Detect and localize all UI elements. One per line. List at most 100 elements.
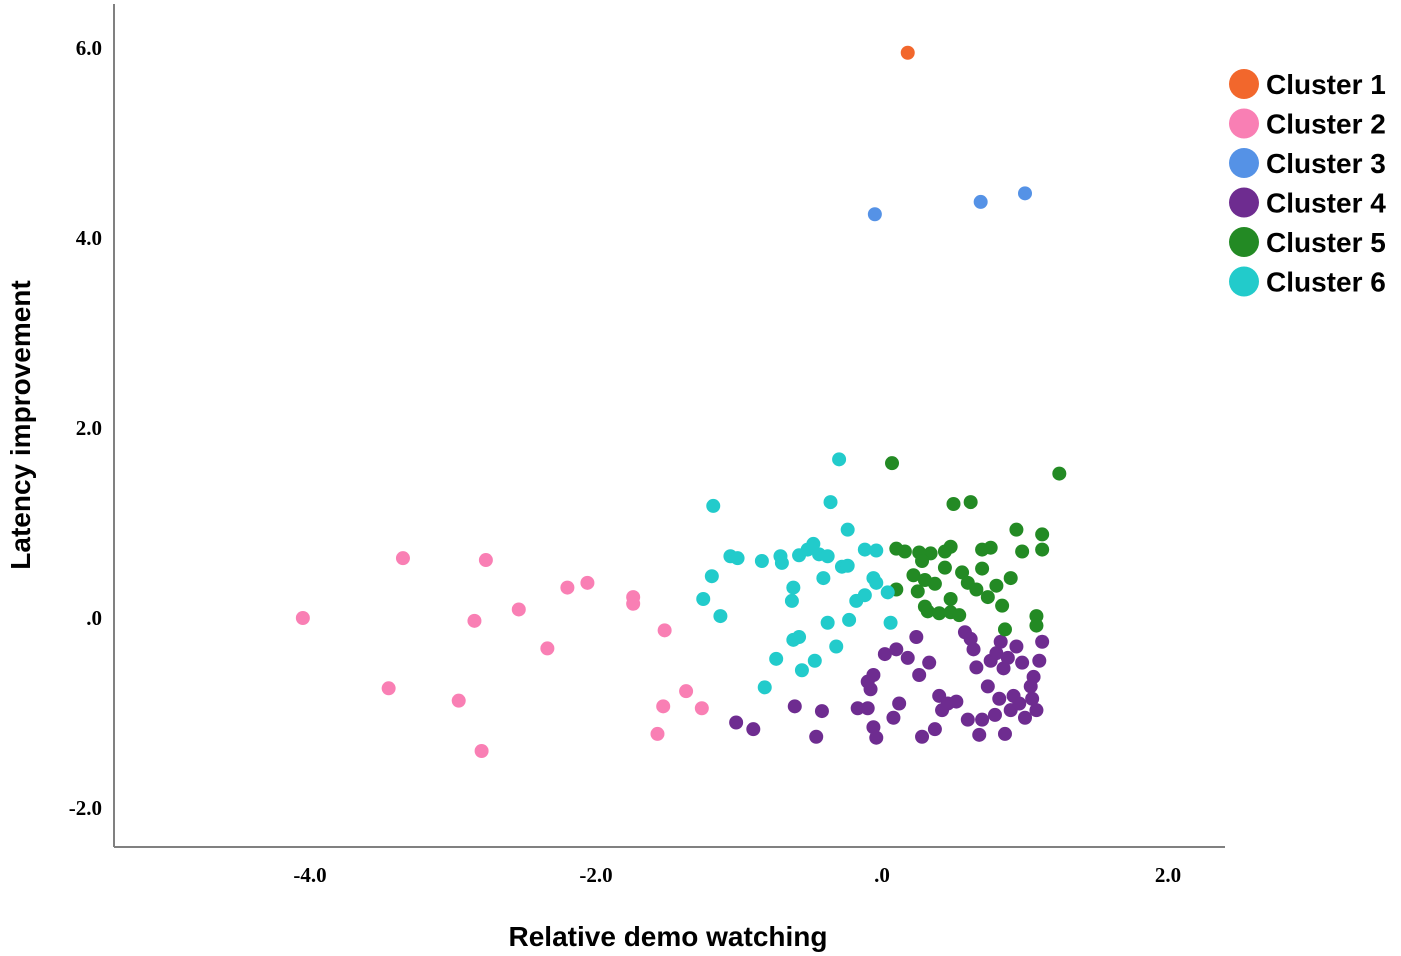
- data-point-cluster-5: [906, 568, 921, 583]
- data-point-cluster-4: [960, 712, 975, 727]
- x-tick-label: 2.0: [1155, 863, 1181, 887]
- data-point-cluster-2: [451, 693, 466, 708]
- data-point-cluster-4: [987, 707, 1002, 722]
- data-point-cluster-5: [969, 582, 984, 597]
- data-point-cluster-5: [937, 544, 952, 559]
- data-point-cluster-6: [704, 569, 719, 584]
- data-point-cluster-4: [1012, 696, 1027, 711]
- y-tick-label: 6.0: [76, 36, 102, 60]
- legend-item-cluster-3: Cluster 3: [1229, 148, 1386, 179]
- data-point-cluster-4: [1015, 655, 1030, 670]
- data-point-cluster-6: [829, 639, 844, 654]
- data-point-cluster-6: [832, 452, 847, 467]
- data-point-cluster-5: [885, 456, 900, 471]
- data-point-cluster-6: [757, 680, 772, 695]
- data-point-cluster-5: [952, 608, 967, 623]
- data-point-cluster-2: [656, 699, 671, 714]
- data-point-cluster-4: [809, 729, 824, 744]
- data-point-cluster-5: [937, 560, 952, 575]
- data-point-cluster-3: [867, 207, 882, 222]
- data-point-cluster-6: [806, 536, 821, 551]
- legend-item-cluster-2: Cluster 2: [1229, 108, 1386, 140]
- data-point-cluster-5: [1035, 527, 1050, 542]
- data-point-cluster-3: [973, 194, 988, 209]
- data-point-cluster-5: [963, 495, 978, 510]
- data-point-cluster-4: [1025, 691, 1040, 706]
- y-tick-label: 4.0: [76, 226, 102, 250]
- data-point-cluster-4: [992, 691, 1007, 706]
- legend-label: Cluster 2: [1266, 109, 1386, 140]
- data-point-cluster-4: [989, 646, 1004, 661]
- data-point-cluster-5: [932, 606, 947, 621]
- data-point-cluster-5: [989, 578, 1004, 593]
- y-tick-label: .0: [86, 606, 102, 630]
- legend-marker: [1229, 187, 1259, 218]
- legend-marker: [1229, 148, 1259, 178]
- data-point-cluster-4: [869, 730, 884, 745]
- data-point-cluster-2: [295, 611, 310, 625]
- data-point-cluster-5: [943, 592, 958, 606]
- data-point-cluster-6: [794, 663, 809, 678]
- data-point-cluster-6: [857, 588, 872, 603]
- data-point-cluster-6: [820, 615, 835, 630]
- legend-item-cluster-4: Cluster 4: [1229, 187, 1386, 219]
- data-point-cluster-2: [395, 551, 410, 566]
- data-point-cluster-2: [478, 553, 493, 568]
- data-point-cluster-2: [474, 744, 489, 758]
- legend-item-cluster-5: Cluster 5: [1229, 227, 1386, 258]
- data-point-cluster-4: [972, 727, 987, 742]
- legend-item-cluster-6: Cluster 6: [1229, 266, 1386, 298]
- data-point-cluster-5: [1015, 544, 1030, 559]
- x-axis-title: Relative demo watching: [509, 921, 828, 952]
- data-point-cluster-6: [696, 592, 711, 606]
- data-point-cluster-4: [1029, 703, 1044, 718]
- data-point-cluster-6: [769, 651, 784, 666]
- data-point-cluster-2: [679, 684, 694, 699]
- data-point-cluster-6: [784, 593, 799, 608]
- legend-marker: [1229, 69, 1259, 99]
- legend-marker: [1229, 227, 1259, 257]
- data-point-cluster-4: [889, 642, 904, 657]
- data-point-cluster-4: [1026, 669, 1041, 684]
- data-point-cluster-3: [1018, 186, 1032, 201]
- data-point-cluster-5: [1009, 522, 1024, 537]
- legend: Cluster 1 Cluster 2 Cluster 3 Cluster 4 Clus…: [1229, 69, 1386, 298]
- legend-label: Cluster 1: [1266, 69, 1386, 100]
- data-point-cluster-4: [892, 696, 907, 711]
- legend-marker: [1229, 266, 1259, 297]
- data-point-cluster-4: [866, 668, 881, 682]
- legend-marker: [1229, 108, 1259, 139]
- y-tick-label: 2.0: [76, 416, 102, 440]
- data-point-cluster-2: [580, 575, 595, 590]
- data-point-cluster-6: [857, 542, 872, 557]
- data-point-cluster-4: [980, 679, 995, 694]
- data-point-cluster-6: [842, 612, 857, 627]
- data-point-cluster-5: [975, 561, 990, 576]
- data-point-cluster-1: [900, 45, 915, 60]
- data-point-cluster-4: [969, 660, 984, 675]
- data-point-cluster-2: [694, 701, 709, 716]
- data-point-cluster-4: [900, 650, 915, 665]
- x-tick-label: .0: [874, 863, 890, 887]
- data-point-cluster-4: [949, 694, 964, 709]
- x-tick-labels: -4.0 -2.0 .0 2.0: [293, 863, 1181, 887]
- data-point-cluster-5: [980, 590, 995, 605]
- data-point-cluster-6: [807, 653, 822, 668]
- data-point-cluster-6: [816, 571, 831, 586]
- data-point-cluster-4: [1018, 710, 1032, 725]
- data-point-cluster-2: [540, 641, 555, 656]
- data-point-cluster-2: [626, 596, 641, 611]
- data-point-cluster-5: [983, 540, 998, 555]
- data-point-cluster-4: [1009, 639, 1024, 654]
- data-points: [295, 45, 1067, 758]
- data-point-cluster-4: [909, 630, 924, 644]
- legend-label: Cluster 3: [1266, 148, 1386, 179]
- data-point-cluster-6: [820, 549, 835, 564]
- data-point-cluster-6: [754, 554, 769, 568]
- legend-label: Cluster 6: [1266, 267, 1386, 298]
- data-point-cluster-4: [746, 722, 761, 737]
- data-point-cluster-4: [814, 704, 829, 719]
- y-tick-labels: 6.0 4.0 2.0 .0 -2.0: [69, 36, 102, 820]
- data-point-cluster-6: [880, 585, 895, 600]
